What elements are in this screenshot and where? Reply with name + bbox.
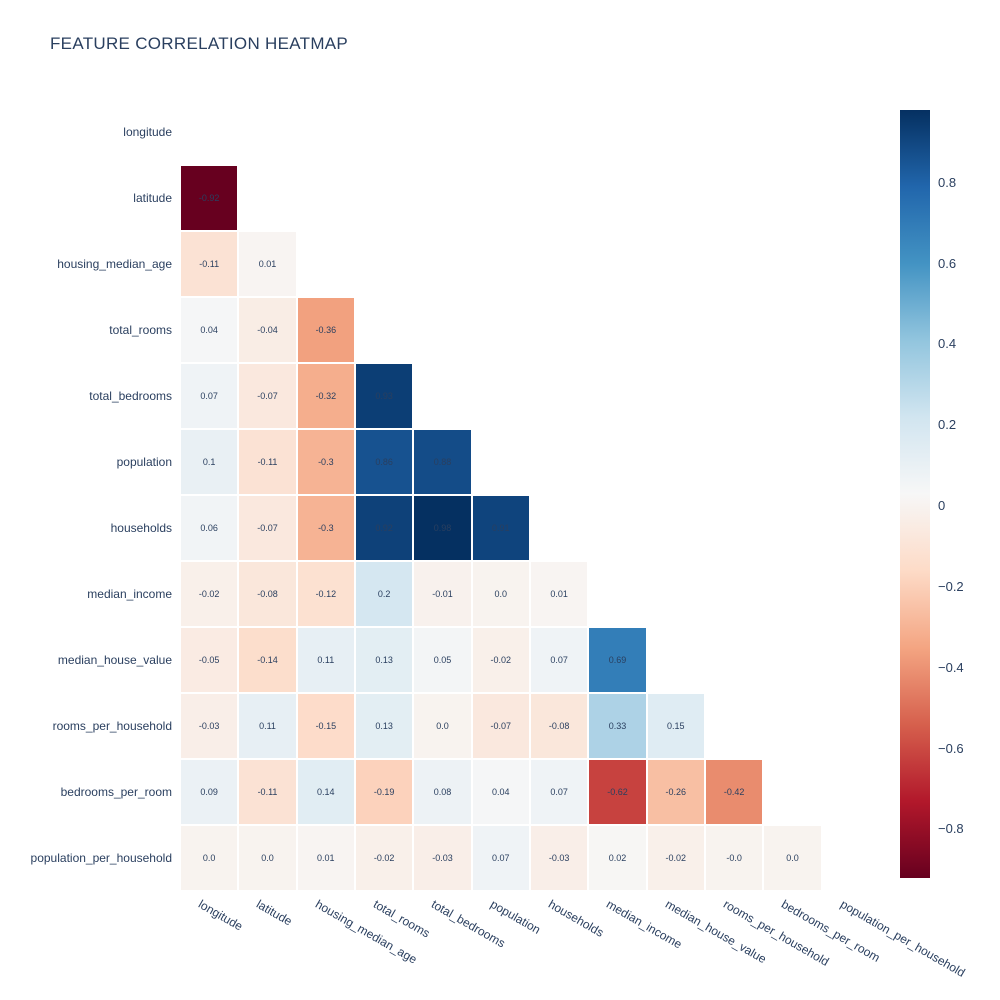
x-tick-label: latitude — [254, 897, 296, 929]
x-tick-label: bedrooms_per_room — [779, 897, 883, 965]
colorbar-tick-label: −0.6 — [938, 740, 964, 756]
x-tick-label: households — [546, 897, 607, 940]
heatmap-cell[interactable]: -0.07 — [239, 496, 296, 560]
heatmap-cell[interactable]: 0.14 — [297, 760, 354, 824]
heatmap-cell[interactable]: 0.08 — [414, 760, 471, 824]
heatmap-cell[interactable]: 0.13 — [355, 694, 413, 758]
heatmap-cell[interactable]: -0.11 — [239, 430, 296, 494]
heatmap-cell[interactable]: 0.2 — [355, 562, 413, 626]
heatmap-cell[interactable]: -0.32 — [297, 364, 354, 428]
heatmap-cell[interactable]: 0.01 — [239, 232, 296, 296]
heatmap-cell[interactable]: 0.09 — [181, 760, 238, 824]
heatmap-cell[interactable]: -0.14 — [239, 628, 296, 692]
heatmap-cell[interactable]: -0.3 — [297, 430, 354, 494]
colorbar-gradient — [900, 110, 930, 878]
heatmap-cell[interactable]: 0.15 — [647, 694, 704, 758]
heatmap-cell[interactable]: -0.05 — [181, 628, 238, 692]
heatmap-cell[interactable]: -0.26 — [647, 760, 704, 824]
heatmap-cell[interactable]: -0.08 — [239, 562, 296, 626]
y-tick-label: latitude — [133, 191, 172, 205]
heatmap-cell[interactable]: 0.88 — [414, 430, 471, 494]
heatmap-cell[interactable]: 0.07 — [181, 364, 238, 428]
x-tick-label: rooms_per_household — [721, 897, 832, 969]
heatmap-cell[interactable]: 0.11 — [239, 694, 296, 758]
heatmap-cell[interactable]: 0.69 — [589, 628, 646, 692]
y-tick-label: population_per_household — [30, 851, 172, 865]
heatmap-cell[interactable]: -0.03 — [530, 826, 588, 890]
heatmap-cell[interactable]: -0.07 — [239, 364, 296, 428]
heatmap-cell[interactable]: -0.11 — [181, 232, 238, 296]
heatmap-cell[interactable]: 0.04 — [472, 760, 529, 824]
colorbar-tick-label: 0 — [938, 498, 946, 514]
heatmap-cell[interactable]: -0.01 — [414, 562, 471, 626]
heatmap-cell[interactable]: -0.03 — [181, 694, 238, 758]
heatmap-cell[interactable]: -0.15 — [297, 694, 354, 758]
heatmap-cell[interactable]: 0.98 — [414, 496, 471, 560]
heatmap-cell[interactable]: -0.08 — [530, 694, 588, 758]
colorbar-tick-label: −0.2 — [938, 578, 964, 594]
y-tick-label: rooms_per_household — [52, 719, 172, 733]
heatmap-cell[interactable]: -0.19 — [355, 760, 413, 824]
y-tick-label: total_rooms — [109, 323, 172, 337]
y-tick-label: median_income — [87, 587, 172, 601]
colorbar-tick-label: 0.2 — [938, 417, 957, 433]
heatmap-cell[interactable]: 0.04 — [181, 298, 238, 362]
y-tick-label: bedrooms_per_room — [60, 785, 172, 799]
heatmap-cell[interactable]: -0.04 — [239, 298, 296, 362]
heatmap-cell[interactable]: 0.01 — [530, 562, 588, 626]
heatmap-cell[interactable]: 0.11 — [297, 628, 354, 692]
heatmap-cell[interactable]: 0.0 — [414, 694, 471, 758]
heatmap-cell[interactable]: -0.92 — [181, 166, 238, 230]
heatmap-cell[interactable]: 0.07 — [530, 760, 588, 824]
heatmap-cell[interactable]: -0.0 — [705, 826, 763, 890]
heatmap-cell[interactable]: 0.86 — [355, 430, 413, 494]
colorbar-tick-label: 0.4 — [938, 336, 957, 352]
heatmap-cell[interactable]: 0.91 — [472, 496, 529, 560]
heatmap-cell[interactable]: -0.02 — [355, 826, 413, 890]
y-tick-label: median_house_value — [57, 653, 172, 667]
heatmap-cell[interactable]: 0.33 — [589, 694, 646, 758]
x-tick-label: housing_median_age — [312, 897, 420, 967]
heatmap-cell[interactable]: -0.36 — [297, 298, 354, 362]
y-tick-label: households — [110, 521, 172, 535]
x-tick-label: longitude — [196, 897, 246, 934]
heatmap-cell[interactable]: 0.02 — [589, 826, 646, 890]
heatmap-cell[interactable]: -0.11 — [239, 760, 296, 824]
heatmap-cell[interactable]: 0.06 — [181, 496, 238, 560]
heatmap-cell[interactable]: 0.0 — [764, 826, 821, 890]
heatmap-cell[interactable]: -0.02 — [472, 628, 529, 692]
colorbar-tick-label: 0.6 — [938, 255, 957, 271]
chart-title: FEATURE CORRELATION HEATMAP — [50, 34, 349, 53]
heatmap-cell[interactable]: -0.07 — [472, 694, 529, 758]
heatmap-cell[interactable]: -0.02 — [181, 562, 238, 626]
heatmap-cell[interactable]: -0.12 — [297, 562, 354, 626]
heatmap-cell[interactable]: -0.62 — [589, 760, 646, 824]
heatmap-cell[interactable]: -0.02 — [647, 826, 704, 890]
x-tick-label: median_house_value — [662, 897, 769, 967]
heatmap-cell[interactable]: 0.92 — [355, 496, 413, 560]
y-tick-label: longitude — [123, 125, 172, 139]
heatmap-cell[interactable]: 0.0 — [239, 826, 296, 890]
heatmap-cell[interactable]: 0.07 — [530, 628, 588, 692]
heatmap-cell[interactable]: 0.05 — [414, 628, 471, 692]
colorbar-tick-label: −0.4 — [938, 659, 964, 675]
y-tick-label: housing_median_age — [57, 257, 172, 271]
heatmap-cell[interactable]: 0.01 — [297, 826, 354, 890]
heatmap-cell[interactable]: 0.1 — [181, 430, 238, 494]
colorbar-tick-label: −0.8 — [938, 821, 964, 837]
heatmap-cell[interactable]: 0.13 — [355, 628, 413, 692]
heatmap-cell[interactable]: -0.03 — [414, 826, 471, 890]
heatmap-cell[interactable]: 0.93 — [355, 364, 413, 428]
y-tick-label: population — [116, 455, 172, 469]
heatmap-cell[interactable]: -0.42 — [705, 760, 763, 824]
heatmap-cell[interactable]: 0.07 — [472, 826, 529, 890]
heatmap-cell[interactable]: 0.0 — [181, 826, 238, 890]
heatmap-cell[interactable]: 0.0 — [472, 562, 529, 626]
heatmap-cell[interactable]: -0.3 — [297, 496, 354, 560]
y-tick-label: total_bedrooms — [89, 389, 172, 403]
colorbar-tick-label: 0.8 — [938, 174, 957, 190]
